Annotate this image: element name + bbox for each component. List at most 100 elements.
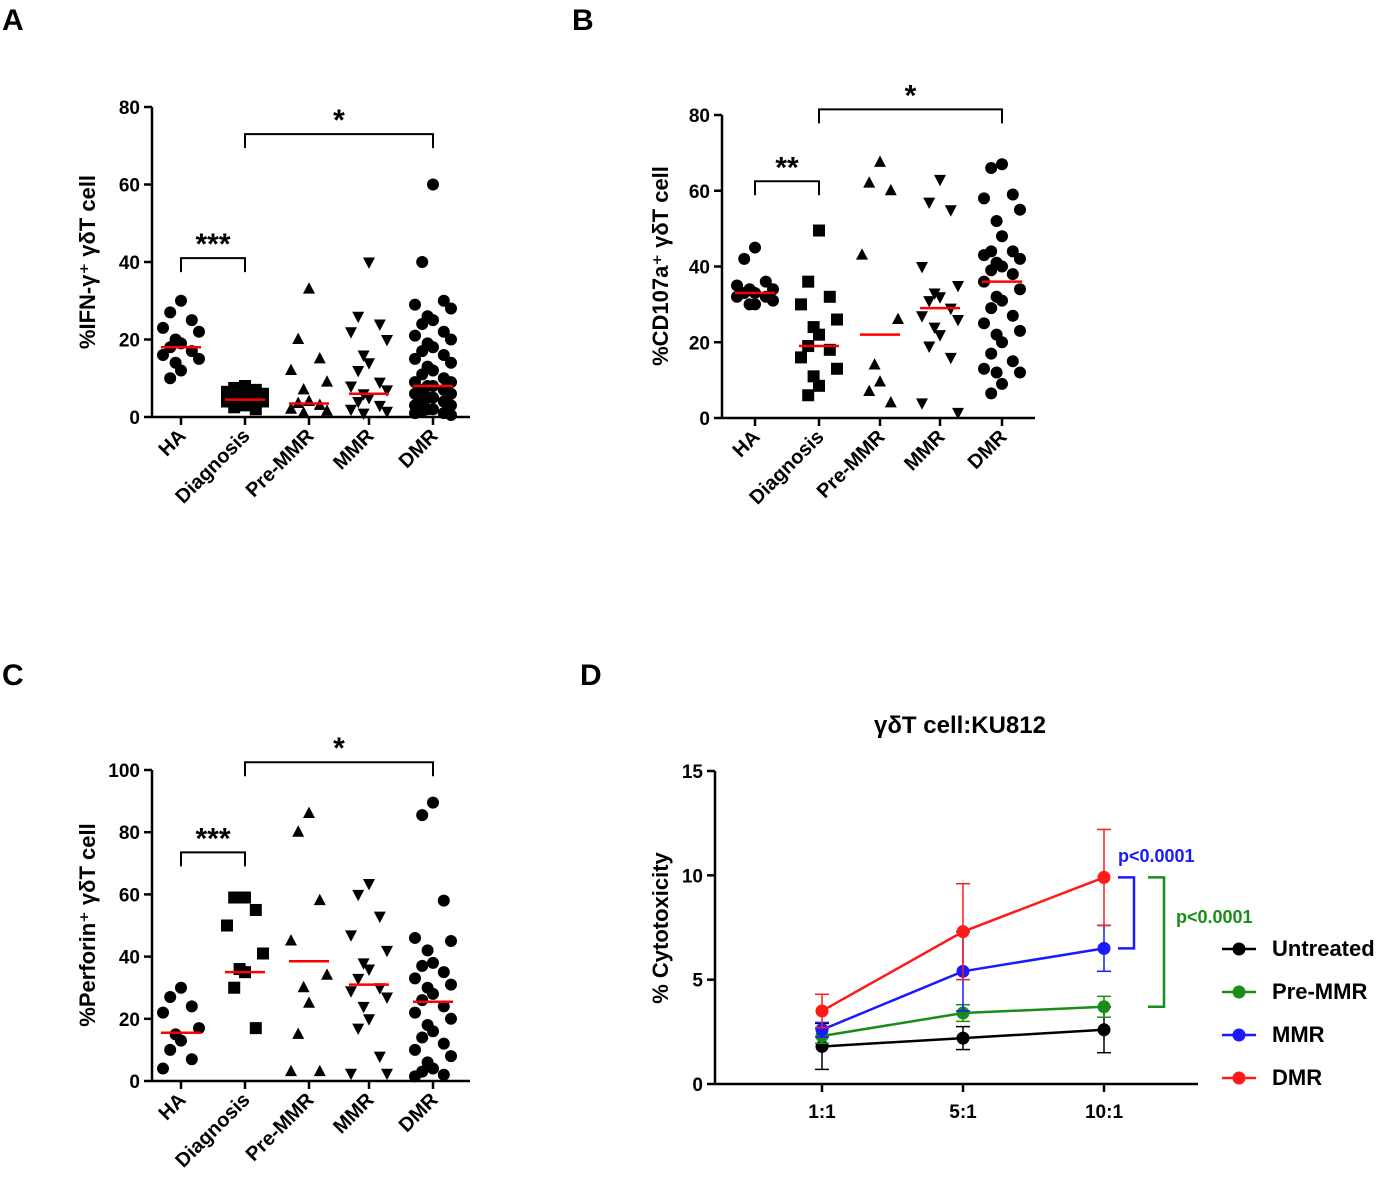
y-tick-label: 0 xyxy=(129,408,140,429)
data-point xyxy=(321,404,333,416)
data-point xyxy=(928,288,941,300)
significance-bracket xyxy=(244,133,434,149)
legend-swatch-marker xyxy=(1232,942,1246,956)
data-point xyxy=(916,398,928,410)
data-point xyxy=(990,366,1003,379)
data-point xyxy=(409,352,421,365)
category-label: Pre-MMR xyxy=(242,425,319,502)
legend-label: MMR xyxy=(1272,1022,1325,1047)
x-tick-label: 5:1 xyxy=(949,1102,977,1123)
data-point xyxy=(297,382,310,395)
y-tick-label: 60 xyxy=(119,176,140,197)
data-point xyxy=(795,298,807,311)
data-point xyxy=(416,368,429,381)
data-point xyxy=(357,350,370,362)
legend-label: DMR xyxy=(1272,1065,1322,1090)
data-point xyxy=(381,992,393,1004)
data-point xyxy=(228,401,241,414)
data-point xyxy=(352,973,365,986)
data-point xyxy=(239,399,251,412)
data-point xyxy=(813,328,825,341)
y-axis-label: % Cytotoxicity xyxy=(648,851,673,1003)
data-point xyxy=(831,313,843,326)
y-tick-label: 15 xyxy=(682,762,704,783)
y-tick-label: 20 xyxy=(119,331,140,352)
data-point xyxy=(285,1064,297,1077)
data-point xyxy=(1097,1000,1111,1014)
data-point xyxy=(996,336,1008,349)
y-tick-label: 20 xyxy=(119,1010,140,1031)
data-point xyxy=(996,230,1008,243)
data-point xyxy=(985,387,998,400)
data-point xyxy=(767,294,779,307)
data-point xyxy=(409,1006,421,1019)
panel-letter: D xyxy=(580,659,602,692)
data-point xyxy=(445,1012,457,1025)
category-label: MMR xyxy=(329,425,379,475)
data-point xyxy=(437,294,450,307)
pvalue-label: p<0.0001 xyxy=(1118,846,1195,866)
data-point xyxy=(373,377,386,390)
significance-bracket xyxy=(180,257,246,273)
data-point xyxy=(193,325,205,338)
data-point xyxy=(802,275,815,288)
data-point xyxy=(409,387,421,400)
significance-label: * xyxy=(905,79,917,112)
data-point xyxy=(297,406,310,418)
panel-letter: A xyxy=(2,4,24,37)
data-point xyxy=(292,1027,305,1039)
data-point xyxy=(884,183,897,196)
data-point xyxy=(856,248,868,260)
data-point xyxy=(1097,1023,1111,1037)
data-point xyxy=(292,825,305,837)
data-point xyxy=(409,1070,421,1083)
significance-label: * xyxy=(333,732,345,765)
data-point xyxy=(831,362,843,375)
data-point xyxy=(292,332,305,344)
data-point xyxy=(923,341,936,353)
data-point xyxy=(381,945,393,958)
data-point xyxy=(1014,283,1026,296)
data-point xyxy=(916,262,928,274)
legend-swatch-marker xyxy=(1232,1071,1246,1085)
data-point xyxy=(985,264,998,277)
data-point xyxy=(978,249,990,262)
data-point xyxy=(1014,203,1026,216)
data-point xyxy=(303,996,315,1008)
significance-label: *** xyxy=(195,822,230,855)
data-point xyxy=(1006,309,1019,322)
data-point xyxy=(321,968,333,980)
data-point xyxy=(985,347,998,360)
data-point xyxy=(257,947,269,960)
data-point xyxy=(357,1001,370,1014)
y-tick-label: 60 xyxy=(119,885,140,906)
data-point xyxy=(934,330,946,342)
data-point xyxy=(445,399,457,412)
data-point xyxy=(421,944,434,957)
data-point xyxy=(892,312,904,325)
data-point xyxy=(373,319,386,331)
x-tick-label: 10:1 xyxy=(1085,1102,1123,1123)
data-point xyxy=(863,176,876,188)
data-point xyxy=(416,318,429,330)
x-tick-label: 1:1 xyxy=(808,1102,836,1123)
data-point xyxy=(313,893,326,906)
data-point xyxy=(427,796,439,809)
y-tick-label: 0 xyxy=(699,409,710,430)
data-point xyxy=(445,356,457,369)
significance-bracket xyxy=(818,108,1003,124)
data-point xyxy=(427,956,439,969)
data-point xyxy=(437,349,450,361)
data-point xyxy=(416,809,429,822)
category-label: HA xyxy=(155,1089,191,1125)
data-point xyxy=(427,987,439,1000)
y-tick-label: 40 xyxy=(119,948,140,969)
data-point xyxy=(445,302,457,315)
data-point xyxy=(934,174,946,187)
data-point xyxy=(345,404,357,417)
data-point xyxy=(427,391,439,404)
panel-letter: C xyxy=(2,659,24,692)
data-point xyxy=(802,389,815,402)
data-point xyxy=(884,395,897,408)
